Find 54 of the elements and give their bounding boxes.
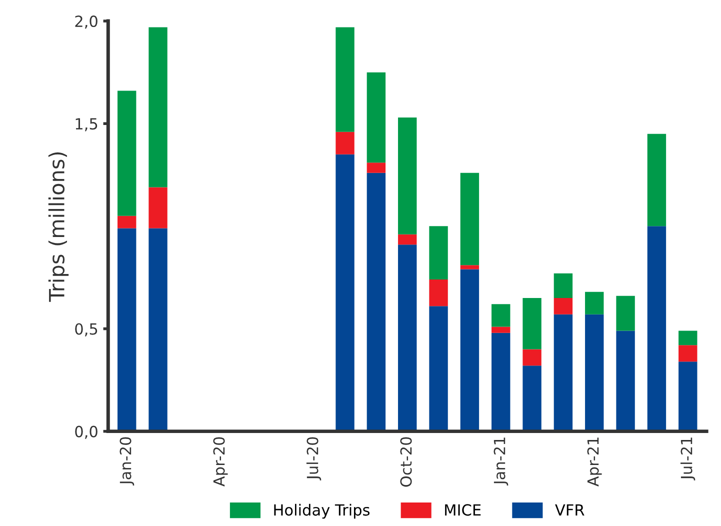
bar	[616, 330, 635, 432]
bar	[148, 228, 168, 432]
bar	[522, 366, 542, 432]
bar	[118, 228, 136, 432]
legend-label: MICE	[445, 504, 481, 516]
bar	[616, 296, 635, 331]
bar	[678, 345, 698, 362]
y-tick-label: 1,5	[76, 118, 98, 132]
bar	[522, 349, 542, 366]
bar	[585, 314, 604, 432]
bar	[522, 298, 542, 350]
bar	[118, 90, 136, 216]
x-tick-label: Jul-21	[680, 438, 696, 480]
bar	[366, 172, 386, 432]
bar	[460, 269, 480, 432]
x-tick-label: Apr-20	[213, 437, 228, 486]
x-tick-label: Oct-20	[400, 437, 412, 487]
bar	[148, 27, 168, 188]
y-tick-label: 2,0	[75, 16, 98, 29]
y-tick-label: 0,5	[75, 323, 98, 336]
x-tick-label: Apr-21	[587, 438, 602, 486]
bar	[554, 298, 573, 314]
bar	[398, 234, 417, 245]
bar	[460, 172, 480, 266]
legend-label: VFR	[555, 504, 584, 516]
bar	[429, 226, 448, 280]
bar	[336, 27, 354, 132]
bar	[118, 216, 136, 228]
bar	[492, 326, 510, 333]
bar	[398, 244, 417, 432]
bar	[148, 187, 168, 228]
bar	[492, 304, 510, 327]
bar	[554, 273, 573, 298]
bar	[647, 226, 666, 432]
bar	[585, 292, 604, 314]
bar	[429, 306, 448, 432]
bar	[398, 117, 417, 234]
bar	[429, 280, 448, 306]
bar	[647, 134, 666, 226]
bar	[336, 154, 354, 432]
bar	[554, 314, 573, 432]
bar	[366, 162, 386, 173]
legend-label: Holiday Trips	[274, 504, 370, 519]
y-tick-label: 0,0	[75, 426, 98, 439]
bar	[678, 362, 698, 432]
bar	[678, 330, 698, 346]
x-tick-label: Jan-20	[120, 437, 134, 486]
x-tick-label: Jul-20	[306, 437, 322, 480]
bar	[366, 72, 386, 163]
x-tick-label: Jan-21	[494, 438, 508, 486]
bar	[492, 332, 510, 432]
bar	[336, 132, 354, 154]
y-axis-title: Trips (millions)	[48, 152, 69, 302]
bar	[460, 265, 480, 270]
